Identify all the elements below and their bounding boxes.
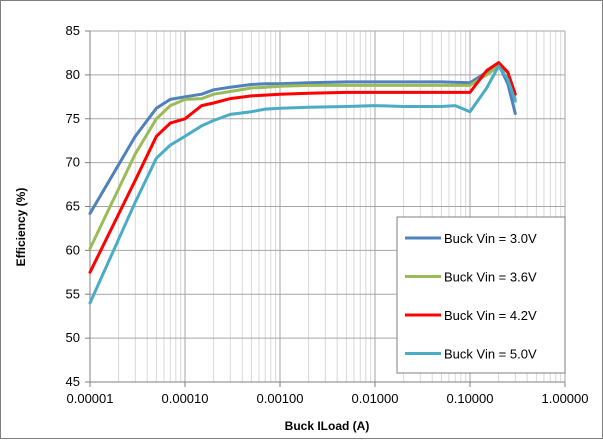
series-line-3 — [88, 61, 517, 274]
y-tick-label: 65 — [66, 199, 80, 214]
x-tick-label: 0.10000 — [447, 391, 494, 406]
y-tick-label: 85 — [66, 23, 80, 38]
y-tick-label: 80 — [66, 67, 80, 82]
y-tick-label: 55 — [66, 286, 80, 301]
series-line-4 — [88, 64, 517, 305]
y-tick-label: 75 — [66, 111, 80, 126]
y-axis-title: Efficiency (%) — [14, 188, 28, 267]
x-axis-title: Buck ILoad (A) — [285, 419, 370, 433]
legend: Buck Vin = 3.0V Buck Vin = 3.6V Buck Vin =… — [396, 216, 566, 374]
legend-label-2: Buck Vin = 3.6V — [444, 270, 537, 285]
legend-label-1: Buck Vin = 3.0V — [444, 231, 537, 246]
y-tick-label: 70 — [66, 155, 80, 170]
x-tick-label: 0.00010 — [162, 391, 209, 406]
y-tick-label: 45 — [66, 374, 80, 389]
y-tick-label: 60 — [66, 242, 80, 257]
x-tick-label: 1.00000 — [542, 391, 589, 406]
legend-box — [396, 216, 566, 374]
legend-label-3: Buck Vin = 4.2V — [444, 308, 537, 323]
legend-label-4: Buck Vin = 5.0V — [444, 347, 537, 362]
x-tick-label: 0.01000 — [352, 391, 399, 406]
x-tick-label: 0.00100 — [257, 391, 304, 406]
x-tick-label: 0.00001 — [67, 391, 114, 406]
series-layer — [88, 61, 517, 305]
y-tick-label: 50 — [66, 330, 80, 345]
axis-layer: 45 50 55 60 65 70 75 80 85 0.00001 0.00010 0.00100 0… — [66, 23, 589, 406]
